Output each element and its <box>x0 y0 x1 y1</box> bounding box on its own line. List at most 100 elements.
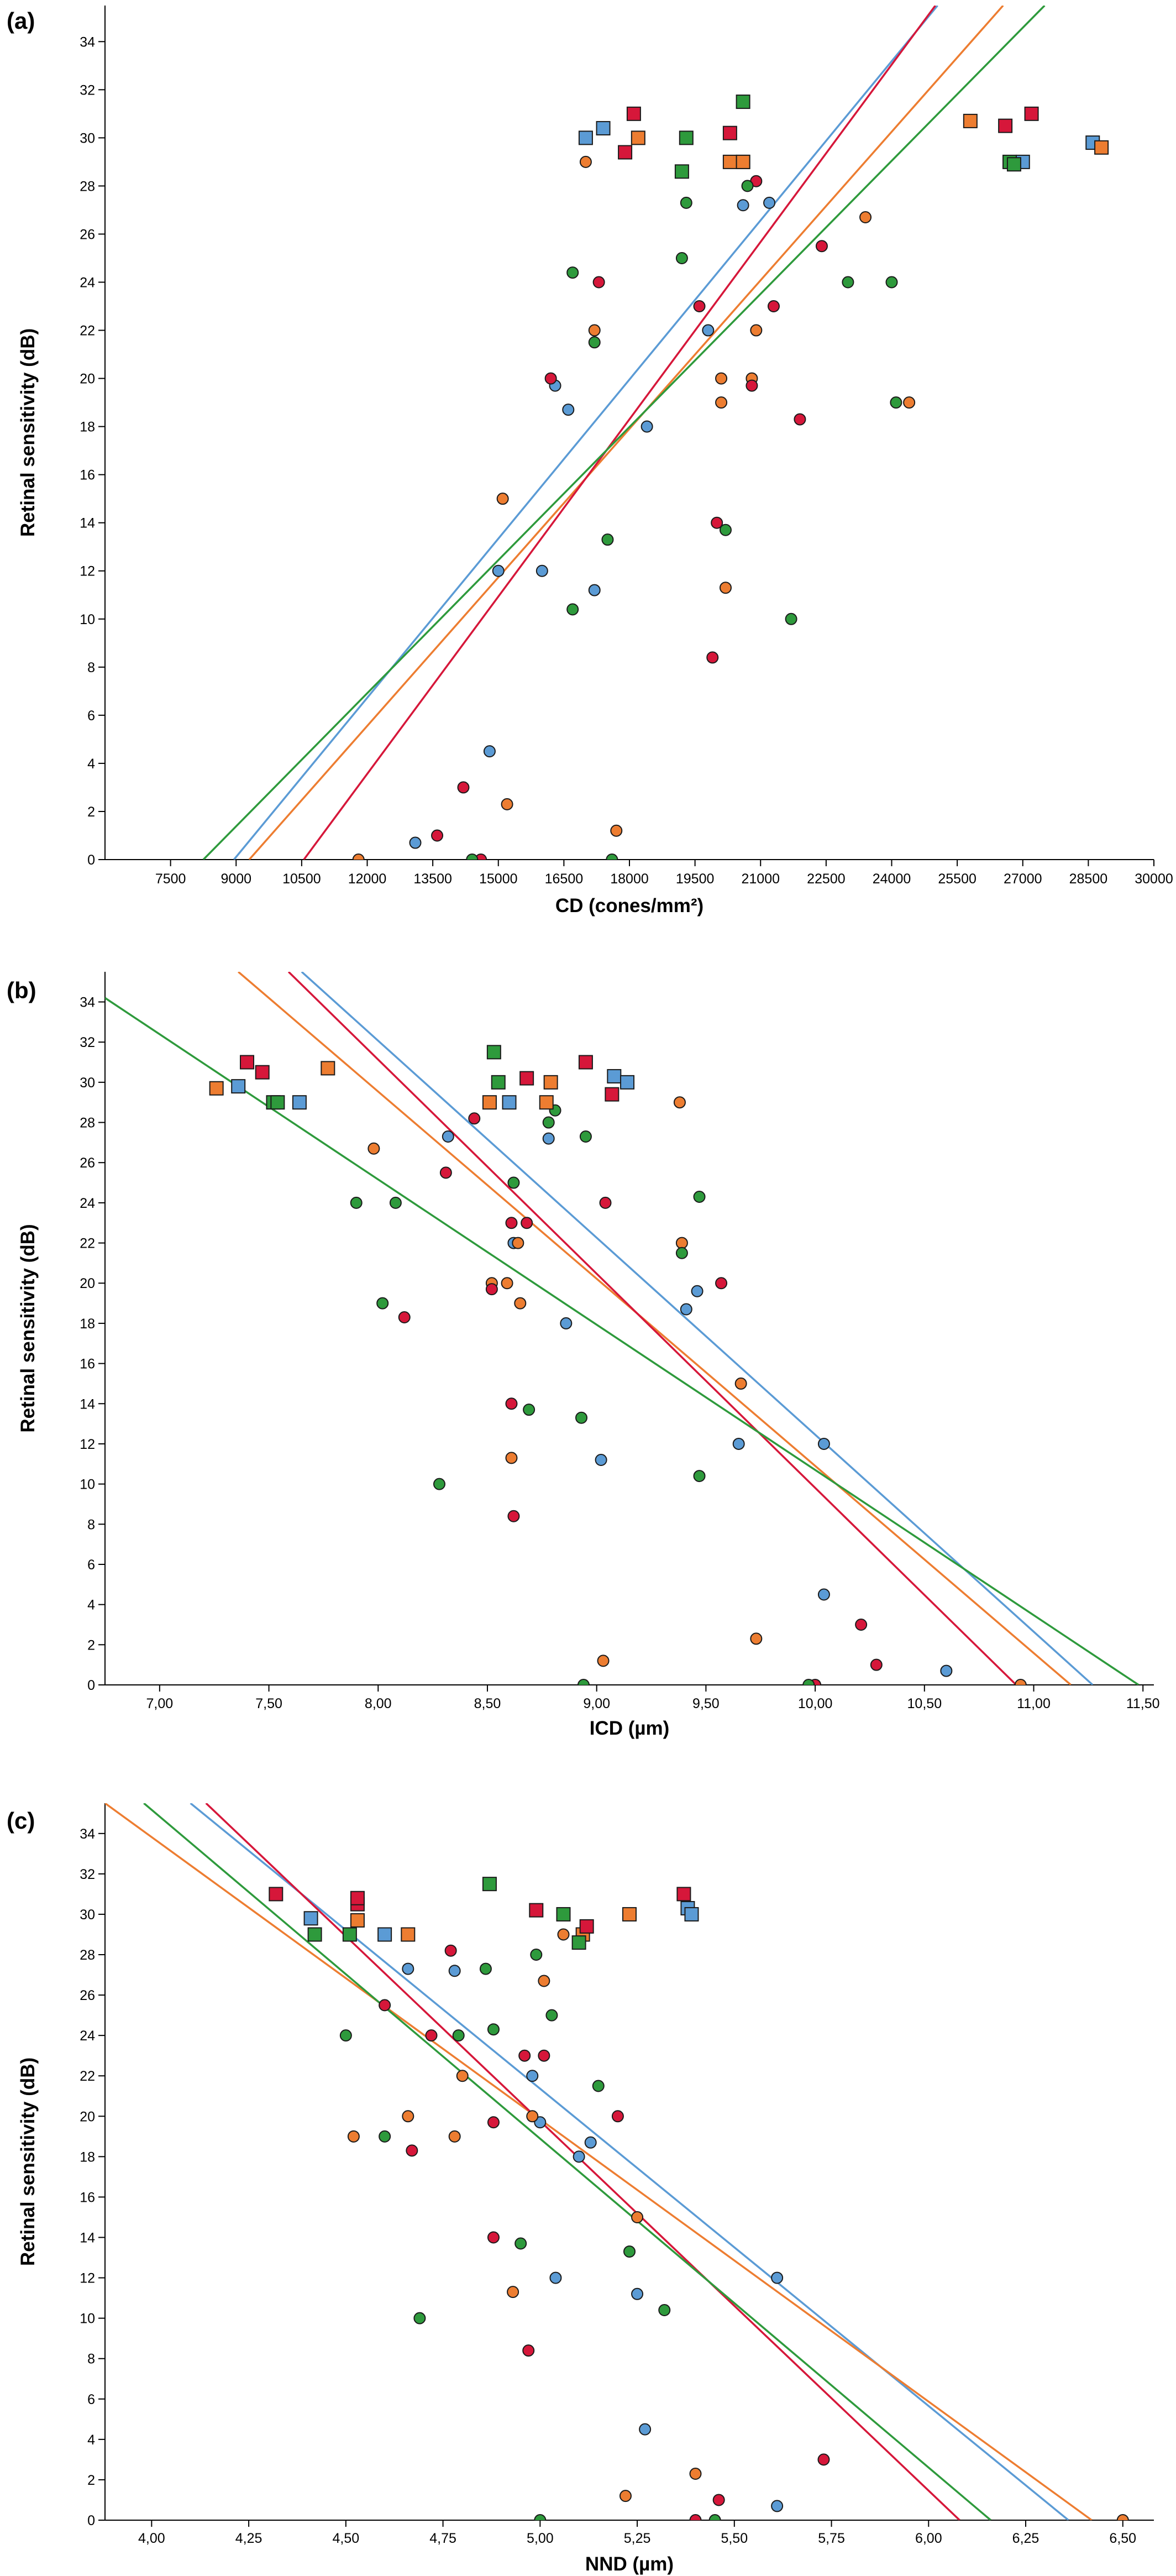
point-circle-green <box>675 1247 688 1259</box>
point-circle-red <box>592 276 605 289</box>
point-circle-blue <box>588 584 601 596</box>
point-circle-blue <box>562 404 575 416</box>
fit-line-orange <box>105 1803 1093 2520</box>
point-circle-green <box>339 2029 352 2042</box>
point-circle-red <box>507 1510 520 1522</box>
y-tick-label: 12 <box>80 2271 95 2286</box>
y-tick-label: 30 <box>80 1075 95 1091</box>
point-circle-red <box>444 1944 457 1957</box>
x-tick-label: 15000 <box>479 871 518 887</box>
y-tick-label: 32 <box>80 1867 95 1882</box>
point-circle-blue <box>639 2423 652 2436</box>
y-tick-label: 12 <box>80 1437 95 1452</box>
fit-line-red <box>303 6 936 860</box>
y-tick-label: 0 <box>87 852 95 868</box>
point-square-green <box>307 1927 322 1942</box>
point-circle-orange <box>673 1096 686 1109</box>
y-tick-label: 16 <box>80 468 95 483</box>
point-circle-green <box>487 2023 500 2036</box>
y-tick-label: 34 <box>80 995 95 1010</box>
point-circle-green <box>890 396 902 409</box>
point-square-red <box>269 1887 284 1902</box>
y-tick-label: 34 <box>80 34 95 50</box>
point-square-orange <box>209 1081 224 1096</box>
point-circle-green <box>514 2237 527 2250</box>
y-tick-label: 2 <box>87 2473 95 2488</box>
x-tick-label: 6,00 <box>915 2531 942 2546</box>
point-square-orange <box>631 130 645 145</box>
panel-label: (c) <box>7 1808 35 1834</box>
point-circle-orange <box>352 854 365 860</box>
y-tick-label: 12 <box>80 564 95 579</box>
point-circle-red <box>855 1618 868 1631</box>
y-tick-label: 6 <box>87 708 95 724</box>
point-circle-red <box>379 1999 391 2012</box>
point-square-red <box>722 125 737 140</box>
point-circle-green <box>542 1116 555 1129</box>
point-square-blue <box>377 1927 392 1942</box>
y-tick-label: 14 <box>80 2231 95 2246</box>
point-circle-blue <box>442 1130 454 1143</box>
point-circle-red <box>706 651 719 664</box>
fit-line-green <box>105 997 1140 1685</box>
point-circle-green <box>452 2029 465 2042</box>
point-circle-red <box>487 2116 500 2129</box>
x-tick-label: 10,00 <box>798 1696 833 1711</box>
point-circle-green <box>577 1679 590 1685</box>
fit-line-blue <box>233 6 938 860</box>
point-circle-green <box>680 196 692 209</box>
point-square-green <box>736 95 750 109</box>
x-tick-label: 27000 <box>1004 871 1042 887</box>
point-circle-blue <box>771 2500 784 2512</box>
point-square-blue <box>620 1075 635 1090</box>
x-tick-label: 4,00 <box>138 2531 165 2546</box>
y-tick-label: 2 <box>87 1637 95 1653</box>
point-circle-orange <box>588 324 601 337</box>
x-tick-label: 7,50 <box>255 1696 282 1711</box>
y-tick-label: 4 <box>87 2432 95 2448</box>
x-tick-label: 6,25 <box>1012 2531 1040 2546</box>
point-square-green <box>491 1075 506 1090</box>
y-tick-label: 14 <box>80 516 95 531</box>
point-square-red <box>626 106 641 121</box>
point-circle-blue <box>402 1962 414 1975</box>
point-square-blue <box>231 1079 246 1094</box>
y-tick-label: 26 <box>80 227 95 242</box>
point-circle-green <box>545 2009 558 2022</box>
point-circle-green <box>413 2312 426 2324</box>
point-circle-orange <box>750 324 763 337</box>
point-circle-blue <box>680 1303 692 1316</box>
point-circle-green <box>708 2514 721 2520</box>
point-square-blue <box>578 130 593 145</box>
x-tick-label: 6,50 <box>1109 2531 1136 2546</box>
plot-area <box>105 1803 1129 2520</box>
point-circle-orange <box>538 1975 550 1987</box>
plot-area <box>202 6 1109 860</box>
point-circle-red <box>468 1112 481 1125</box>
y-tick-label: 20 <box>80 371 95 387</box>
point-circle-orange <box>456 2070 469 2082</box>
point-square-blue <box>303 1911 318 1926</box>
x-tick-label: 10,50 <box>907 1696 942 1711</box>
point-square-green <box>1006 157 1021 172</box>
point-circle-green <box>507 1176 520 1189</box>
y-tick-label: 8 <box>87 2352 95 2367</box>
point-circle-orange <box>505 1452 518 1464</box>
point-square-orange <box>539 1095 554 1110</box>
x-tick-label: 12000 <box>348 871 387 887</box>
point-circle-blue <box>732 1437 745 1450</box>
point-square-green <box>342 1927 357 1942</box>
point-circle-blue <box>448 1965 461 1977</box>
point-square-red <box>1024 106 1039 121</box>
point-circle-blue <box>573 2150 585 2163</box>
point-circle-red <box>794 413 806 426</box>
x-tick-label: 4,75 <box>429 2531 456 2546</box>
point-circle-orange <box>750 1632 763 1645</box>
point-circle-red <box>715 1277 728 1290</box>
x-tick-label: 8,00 <box>365 1696 392 1711</box>
point-circle-orange <box>514 1297 527 1310</box>
point-circle-orange <box>402 2110 414 2123</box>
point-square-orange <box>543 1075 558 1090</box>
point-circle-green <box>658 2304 671 2317</box>
